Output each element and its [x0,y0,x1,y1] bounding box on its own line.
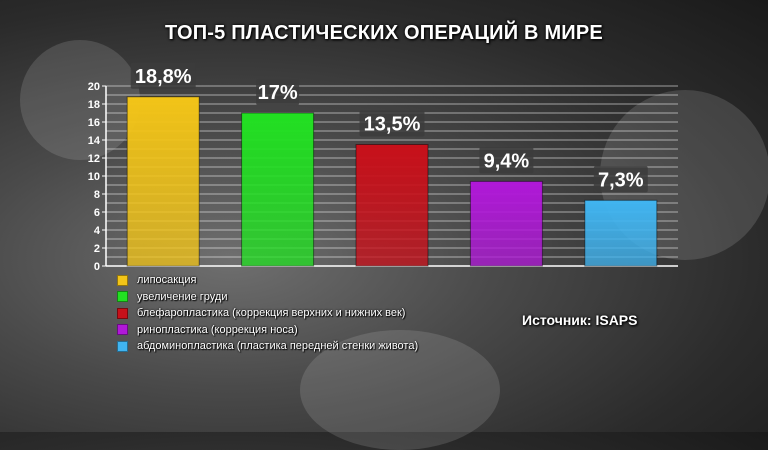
legend-swatch [117,324,128,336]
data-label: 17% [258,82,298,104]
y-tick-label: 8 [94,189,100,201]
data-label-box [130,62,196,89]
bar [469,180,543,267]
bar [126,96,200,267]
data-label: 7,3% [598,169,644,191]
data-label: 13,5% [364,114,421,136]
bar [241,112,315,267]
legend-label: липосакция [137,274,197,287]
legend-swatch [117,274,128,286]
legend-item: увеличение груди [117,289,418,306]
legend-item: липосакция [117,272,418,289]
data-label: 9,4% [484,150,530,172]
legend-swatch [117,291,128,303]
legend: липосакция увеличение груди блефаропластик… [117,272,418,355]
legend-swatch [117,340,128,352]
y-tick-label: 6 [94,207,100,219]
y-tick-label: 12 [88,153,100,165]
y-tick-label: 18 [88,99,100,111]
legend-item: абдоминопластика (пластика передней стен… [117,338,418,355]
data-label-box [359,110,425,137]
source-label: Источник: ISAPS [522,312,638,328]
legend-swatch [117,307,128,319]
legend-item: блефаропластика (коррекция верхних и ниж… [117,305,418,322]
y-tick-label: 14 [88,135,101,147]
y-tick-label: 16 [88,117,100,129]
background-blob [300,330,500,450]
legend-item: ринопластика (коррекция носа) [117,322,418,339]
y-tick-label: 10 [88,171,100,183]
y-tick-label: 4 [94,225,101,237]
bar [584,199,658,267]
chart-title: ТОП-5 ПЛАСТИЧЕСКИХ ОПЕРАЦИЙ В МИРЕ [165,22,603,44]
bar-chart: 0 2 4 6 8 10 12 14 16 18 20 18,8% 17% 13,5% 9,4% 7,3% [88,62,658,273]
bar [355,144,429,267]
legend-label: абдоминопластика (пластика передней стен… [137,340,419,353]
data-label-box [479,147,534,174]
y-tick-label: 2 [94,243,100,255]
data-label-box [593,166,648,193]
legend-label: блефаропластика (коррекция верхних и ниж… [137,307,406,320]
y-tick-label: 20 [88,81,100,93]
data-label-box [256,79,300,105]
data-label: 18,8% [135,66,192,88]
legend-label: ринопластика (коррекция носа) [137,323,298,336]
legend-label: увеличение груди [137,290,228,303]
y-tick-label: 0 [94,261,100,273]
